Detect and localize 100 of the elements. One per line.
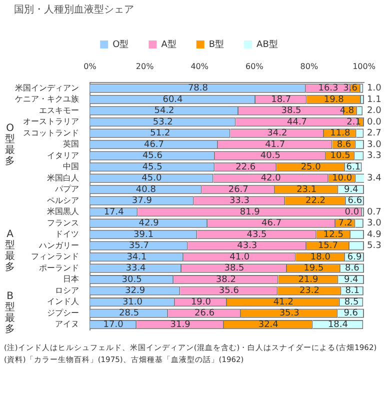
data-label: 6.6 bbox=[348, 196, 362, 206]
data-label: 43.3 bbox=[237, 241, 258, 252]
data-label: 0.7 bbox=[367, 207, 382, 218]
legend-label: AB型 bbox=[256, 38, 278, 50]
legend-label: A型 bbox=[161, 38, 176, 50]
data-label: 39.1 bbox=[134, 230, 154, 240]
y-tick-label: フランス bbox=[47, 218, 79, 228]
data-label: 44.7 bbox=[286, 117, 308, 128]
data-label: 26.6 bbox=[194, 308, 215, 319]
data-label: 33.3 bbox=[229, 196, 250, 206]
y-tick-label: ペルシア bbox=[47, 196, 79, 205]
y-tick-label: インド人 bbox=[47, 297, 79, 306]
data-label: 17.0 bbox=[103, 320, 124, 330]
data-label: 0.0 bbox=[367, 117, 382, 128]
data-label: 51.2 bbox=[150, 128, 170, 139]
data-label: 3.0 bbox=[367, 218, 382, 229]
data-label: 22.2 bbox=[305, 196, 326, 206]
data-label: 38.2 bbox=[216, 274, 236, 285]
data-label: 3.4 bbox=[367, 174, 382, 184]
data-label: 41.7 bbox=[265, 140, 286, 150]
chart-title: 国別・人種別血液型シェア bbox=[14, 4, 134, 16]
y-tick-label: 米国インディアン bbox=[15, 83, 79, 92]
data-label: 10.0 bbox=[332, 174, 352, 184]
data-label: 18.4 bbox=[328, 320, 348, 330]
data-label: 34.2 bbox=[267, 128, 288, 139]
data-label: 10.5 bbox=[330, 151, 350, 162]
y-tick-label: 日本 bbox=[63, 274, 79, 284]
y-tick-label: ロシア bbox=[55, 286, 79, 295]
data-label: 0.0 bbox=[344, 207, 360, 218]
y-tick-label: ポーランド bbox=[39, 263, 79, 272]
data-label: 28.5 bbox=[119, 308, 140, 319]
data-label: 46.7 bbox=[262, 218, 282, 229]
data-label: 8.6 bbox=[345, 264, 360, 274]
x-tick-label: 100% bbox=[352, 62, 376, 71]
data-label: 43.5 bbox=[246, 230, 267, 240]
data-label: 30.5 bbox=[122, 274, 142, 285]
data-label: 45.0 bbox=[142, 174, 162, 184]
y-tick-label: アイヌ bbox=[55, 320, 79, 329]
y-tick-label: スコットランド bbox=[23, 128, 79, 138]
y-tick-label: ケニア・キクユ族 bbox=[15, 94, 79, 104]
data-label: 12.5 bbox=[323, 230, 344, 240]
x-tick-label: 20% bbox=[136, 62, 154, 71]
data-label: 35.7 bbox=[128, 241, 149, 252]
data-label: 21.9 bbox=[298, 274, 319, 285]
y-tick-label: 米国黒人 bbox=[47, 207, 79, 216]
text: O型最多 bbox=[4, 122, 16, 166]
data-label: 2.7 bbox=[367, 128, 382, 139]
data-label: 9.6 bbox=[344, 308, 358, 319]
y-tick-label: オーストラリア bbox=[23, 117, 79, 126]
y-tick-label: エスキモー bbox=[39, 106, 79, 115]
data-label: 19.0 bbox=[190, 297, 212, 308]
data-label: 4.9 bbox=[367, 230, 382, 240]
data-label: 31.0 bbox=[122, 297, 143, 308]
data-label: 15.7 bbox=[318, 241, 338, 252]
data-label: 31.9 bbox=[170, 320, 191, 330]
y-tick-label: ジプシー bbox=[47, 308, 79, 318]
text: A型最多 bbox=[4, 229, 16, 274]
data-label: 34.1 bbox=[126, 252, 147, 262]
y-tick-label: ハンガリー bbox=[38, 240, 79, 250]
x-tick-label: 60% bbox=[246, 62, 264, 71]
data-label: 2.0 bbox=[367, 106, 382, 116]
data-label: 1.1 bbox=[367, 94, 382, 105]
x-tick-label: 40% bbox=[190, 62, 209, 71]
data-label: 40.5 bbox=[260, 151, 280, 162]
text: B型最多 bbox=[4, 291, 16, 336]
data-label: 6.1 bbox=[346, 162, 361, 172]
data-label: 45.6 bbox=[142, 151, 163, 162]
data-label: 41.0 bbox=[230, 252, 250, 262]
data-label: 22.6 bbox=[236, 162, 256, 172]
data-label: 78.8 bbox=[188, 84, 208, 94]
data-label: 46.7 bbox=[144, 140, 164, 150]
data-label: 1.0 bbox=[367, 84, 382, 94]
data-label: 32.9 bbox=[125, 286, 146, 296]
data-label: 23.1 bbox=[296, 184, 317, 195]
data-label: 35.6 bbox=[218, 286, 240, 296]
y-tick-label: イタリア bbox=[47, 150, 79, 160]
data-label: 53.2 bbox=[152, 117, 173, 128]
y-tick-label: ドイツ bbox=[55, 230, 79, 239]
legend-label: O型 bbox=[112, 38, 129, 50]
data-label: 9.4 bbox=[344, 184, 359, 195]
y-tick-label: 英国 bbox=[63, 140, 79, 149]
data-label: 42.9 bbox=[138, 218, 160, 229]
data-label: 32.4 bbox=[258, 320, 279, 330]
data-label: 11.8 bbox=[330, 128, 350, 139]
data-label: 37.9 bbox=[132, 196, 152, 206]
data-label: 9.4 bbox=[344, 274, 359, 285]
y-tick-label: 中国 bbox=[63, 162, 79, 172]
x-tick-label: 0% bbox=[84, 62, 97, 71]
data-label: 18.7 bbox=[271, 94, 292, 105]
data-label: 5.3 bbox=[367, 241, 382, 252]
data-label: 19.5 bbox=[304, 264, 324, 274]
data-label: 33.4 bbox=[126, 264, 146, 274]
data-label: 45.5 bbox=[142, 162, 162, 172]
data-label: 7.2 bbox=[338, 218, 353, 229]
data-label: 54.2 bbox=[154, 106, 174, 116]
data-label: 6.9 bbox=[347, 252, 362, 262]
data-label: 35.3 bbox=[279, 308, 300, 319]
y-tick-label: 米国白人 bbox=[47, 173, 79, 182]
data-label: 38.5 bbox=[281, 106, 302, 116]
data-label: 38.5 bbox=[224, 264, 244, 274]
